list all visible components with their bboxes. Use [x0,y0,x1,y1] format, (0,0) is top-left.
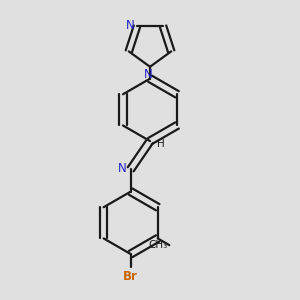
Text: H: H [157,139,164,149]
Text: N: N [126,20,134,32]
Text: N: N [118,162,127,175]
Text: Br: Br [123,270,138,284]
Text: N: N [144,68,153,81]
Text: CH₃: CH₃ [148,240,168,250]
